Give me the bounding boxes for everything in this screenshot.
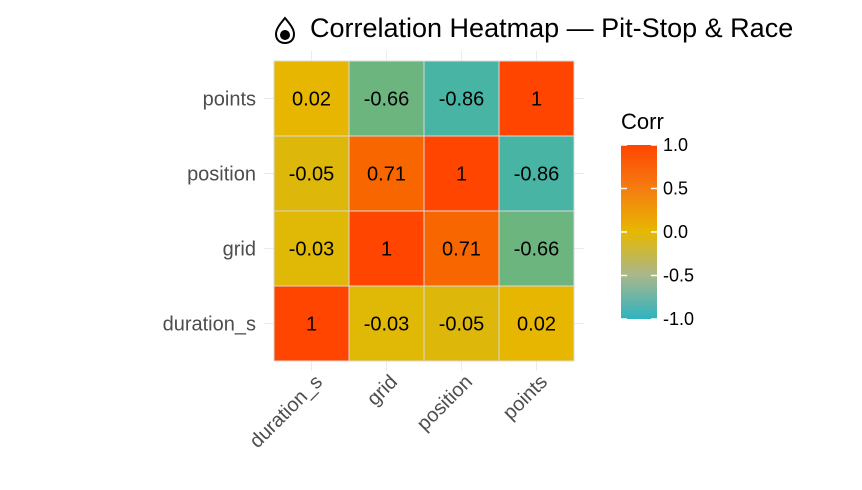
- color-legend: Corr 1.0 0.5 0.0 -0.5 -1.0: [621, 109, 694, 329]
- heatmap-cell: [423, 60, 500, 137]
- heatmap-cells: [273, 60, 575, 362]
- cell-value-label: 1: [306, 314, 317, 336]
- cell-value-label: 1: [531, 89, 542, 111]
- y-tick-label: points: [203, 89, 256, 111]
- y-tick-label: position: [187, 164, 256, 186]
- x-tick-label: duration_s: [245, 371, 327, 453]
- cell-value-label: -0.03: [289, 239, 335, 261]
- x-tick-label: grid: [363, 371, 402, 410]
- heatmap-cell-labels: 1 -0.03 -0.05 0.02 -0.03 1 0.71 -0.66 -0.05 0.71 1…: [289, 89, 560, 336]
- heatmap-cell: [348, 60, 425, 137]
- legend-tick-label: 0.5: [663, 179, 688, 199]
- x-tick-label: points: [499, 371, 552, 424]
- legend-ticks: 1.0 0.5 0.0 -0.5 -1.0: [621, 135, 694, 329]
- cell-value-label: -0.86: [514, 164, 560, 186]
- legend-tick-label: 0.0: [663, 222, 688, 242]
- heatmap-cell: [423, 135, 500, 212]
- cell-value-label: 1: [381, 239, 392, 261]
- legend-tick-label: -0.5: [663, 266, 694, 286]
- y-axis-ticks: duration_s grid position points: [163, 89, 256, 336]
- cell-value-label: 1: [456, 164, 467, 186]
- cell-value-label: -0.03: [364, 314, 410, 336]
- cell-value-label: -0.66: [364, 89, 410, 111]
- chart-title: Correlation Heatmap — Pit-Stop & Race: [310, 13, 793, 43]
- cell-value-label: 0.71: [442, 239, 481, 261]
- cell-value-label: -0.05: [439, 314, 485, 336]
- heatmap-cell: [498, 210, 575, 287]
- heatmap-cell: [498, 60, 575, 137]
- heatmap-cell: [348, 285, 425, 362]
- chart-title-group: Correlation Heatmap — Pit-Stop & Race: [274, 13, 793, 45]
- legend-tick-label: 1.0: [663, 135, 688, 155]
- heatmap-cell: [273, 60, 350, 137]
- y-tick-label: grid: [223, 239, 256, 261]
- cell-value-label: -0.66: [514, 239, 560, 261]
- heatmap-cell: [273, 135, 350, 212]
- drop-icon: [274, 16, 296, 45]
- cell-value-label: 0.02: [292, 89, 331, 111]
- cell-value-label: 0.02: [517, 314, 556, 336]
- heatmap-cell: [498, 285, 575, 362]
- legend-tick-label: -1.0: [663, 309, 694, 329]
- cell-value-label: 0.71: [367, 164, 406, 186]
- cell-value-label: -0.86: [439, 89, 485, 111]
- y-tick-label: duration_s: [163, 314, 256, 336]
- x-tick-label: position: [413, 371, 477, 435]
- heatmap-cell: [273, 285, 350, 362]
- heatmap-cell: [498, 135, 575, 212]
- legend-title: Corr: [621, 109, 664, 134]
- cell-value-label: -0.05: [289, 164, 335, 186]
- x-axis-ticks: duration_s grid position points: [245, 371, 552, 453]
